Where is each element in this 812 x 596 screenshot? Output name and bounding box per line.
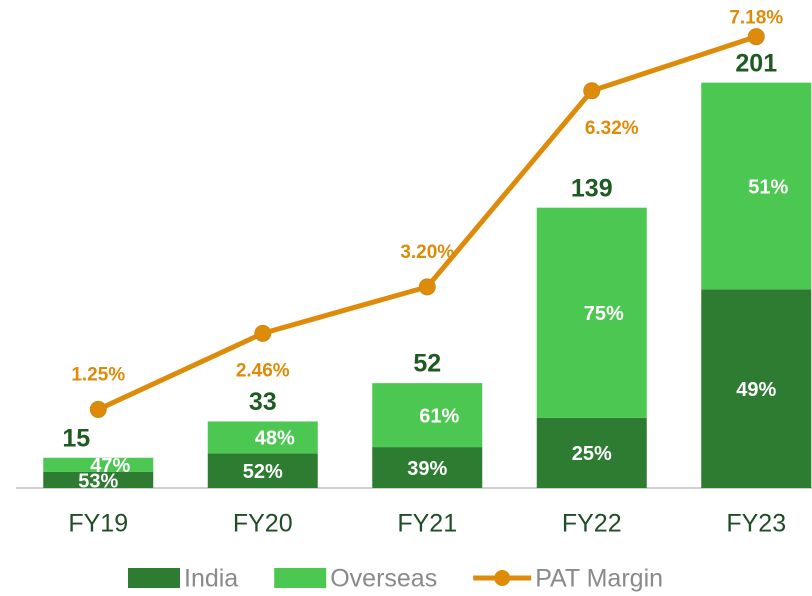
line-point — [747, 28, 765, 46]
legend-swatch — [128, 568, 180, 588]
bar-segment — [43, 457, 154, 472]
segment-label: 25% — [572, 443, 612, 465]
bar-segment — [43, 471, 154, 488]
line-label: 7.18% — [729, 8, 783, 29]
total-label: 15 — [62, 424, 90, 452]
bar-segment — [536, 207, 647, 418]
segment-label: 39% — [407, 458, 447, 480]
x-tick-label: FY23 — [726, 510, 786, 538]
segment-label: 47% — [90, 455, 130, 477]
legend-label: Overseas — [330, 565, 437, 593]
legend-marker — [494, 570, 511, 586]
segment-label: 48% — [255, 428, 295, 450]
bar-segment — [536, 417, 647, 488]
bar-segment — [701, 289, 812, 488]
bar-segment — [701, 82, 812, 290]
segment-label: 75% — [584, 303, 624, 325]
total-label: 52 — [413, 350, 441, 378]
segment-label: 61% — [419, 405, 459, 427]
bar-segment — [207, 421, 318, 454]
line-label: 2.46% — [236, 360, 290, 381]
total-label: 139 — [571, 174, 613, 202]
legend-label: PAT Margin — [535, 565, 663, 593]
line-point — [89, 400, 107, 418]
x-tick-label: FY19 — [68, 510, 128, 538]
segment-label: 51% — [748, 176, 788, 198]
x-tick-label: FY21 — [397, 510, 457, 538]
bar-segment — [372, 447, 483, 488]
segment-label: 52% — [243, 461, 283, 483]
line-point — [254, 324, 272, 342]
legend-label: India — [184, 565, 238, 593]
line-label: 1.25% — [71, 364, 125, 385]
line-point — [583, 82, 601, 100]
bar-segment — [372, 383, 483, 448]
x-tick-label: FY22 — [562, 510, 622, 538]
legend-swatch — [274, 568, 327, 588]
bar-segment — [207, 453, 318, 488]
line-label: 3.20% — [400, 242, 454, 263]
total-label: 33 — [249, 388, 277, 416]
total-label: 201 — [735, 49, 777, 77]
segment-label: 49% — [736, 379, 776, 401]
line-label: 6.32% — [585, 118, 639, 139]
line-point — [418, 278, 436, 296]
segment-label: 53% — [78, 470, 118, 492]
x-tick-label: FY20 — [233, 510, 293, 538]
